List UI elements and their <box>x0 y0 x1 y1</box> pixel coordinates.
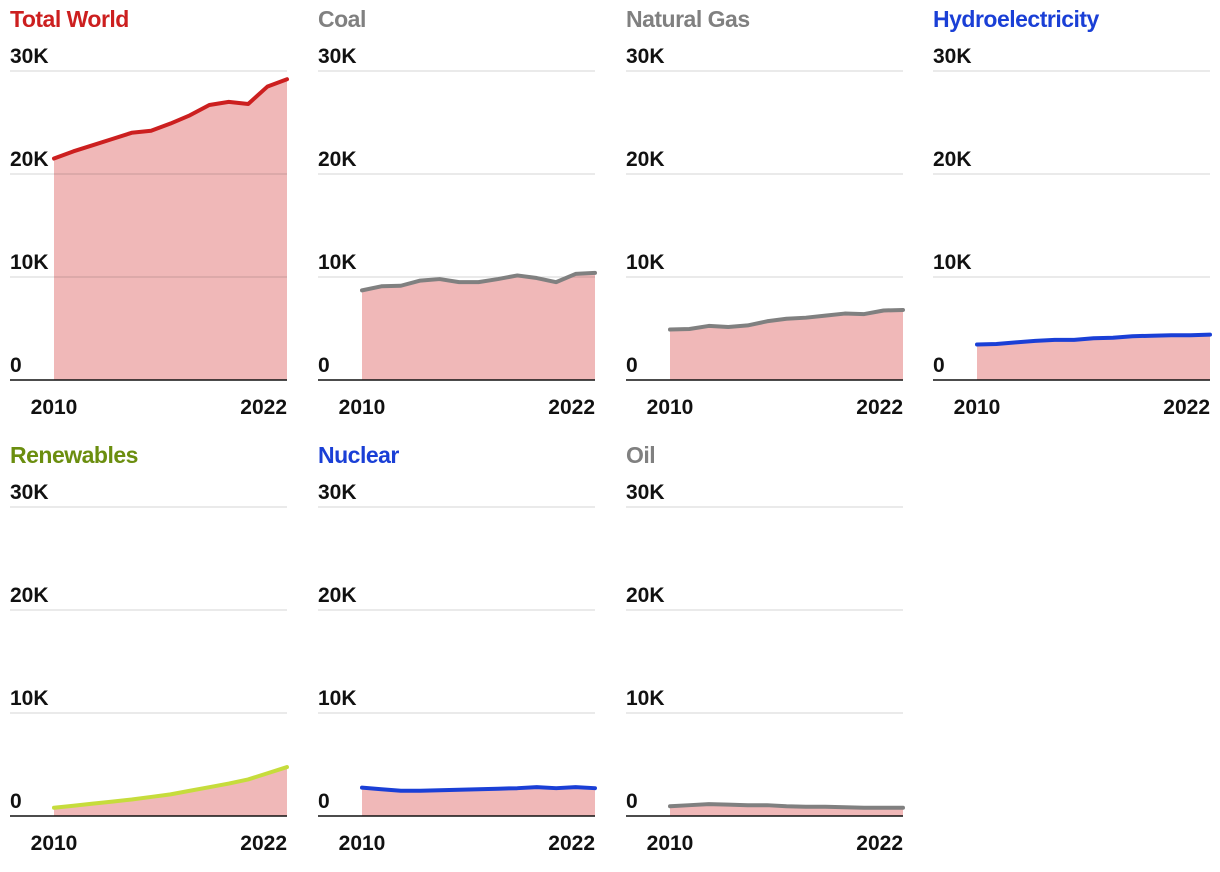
y-tick-label: 20K <box>318 584 357 607</box>
x-tick-label: 2022 <box>240 396 287 419</box>
chart-plot: 0 10K 20K 30K 2010 2022 <box>0 436 300 872</box>
y-tick-label: 30K <box>318 481 357 504</box>
x-tick-label: 2010 <box>647 832 694 855</box>
y-tick-label: 0 <box>626 790 638 813</box>
x-tick-label: 2010 <box>339 396 386 419</box>
y-tick-label: 0 <box>933 354 945 377</box>
y-tick-label: 0 <box>10 354 22 377</box>
x-tick-label: 2010 <box>339 832 386 855</box>
x-tick-label: 2022 <box>856 832 903 855</box>
y-tick-label: 10K <box>626 251 665 274</box>
x-tick-label: 2010 <box>31 396 78 419</box>
y-tick-label: 0 <box>10 790 22 813</box>
chart-plot: 0 10K 20K 30K 2010 2022 <box>308 436 608 872</box>
x-tick-label: 2022 <box>1163 396 1210 419</box>
y-tick-label: 20K <box>933 148 972 171</box>
y-tick-label: 20K <box>626 148 665 171</box>
x-tick-label: 2022 <box>548 832 595 855</box>
y-tick-label: 10K <box>10 251 49 274</box>
x-tick-label: 2022 <box>856 396 903 419</box>
chart-plot: 0 10K 20K 30K 2010 2022 <box>0 0 300 436</box>
x-tick-label: 2010 <box>31 832 78 855</box>
y-tick-label: 30K <box>10 481 49 504</box>
y-tick-label: 20K <box>626 584 665 607</box>
y-tick-label: 30K <box>318 45 357 68</box>
y-tick-label: 0 <box>318 790 330 813</box>
y-tick-label: 10K <box>10 687 49 710</box>
y-tick-label: 30K <box>626 45 665 68</box>
y-tick-label: 20K <box>318 148 357 171</box>
y-tick-label: 10K <box>626 687 665 710</box>
x-tick-label: 2022 <box>240 832 287 855</box>
y-tick-label: 0 <box>318 354 330 377</box>
y-tick-label: 10K <box>318 687 357 710</box>
area-fill <box>54 767 287 816</box>
y-tick-label: 20K <box>10 148 49 171</box>
chart-plot: 0 10K 20K 30K 2010 2022 <box>308 0 608 436</box>
chart-plot: 0 10K 20K 30K 2010 2022 <box>923 0 1220 436</box>
y-tick-label: 30K <box>626 481 665 504</box>
x-tick-label: 2022 <box>548 396 595 419</box>
chart-plot: 0 10K 20K 30K 2010 2022 <box>616 436 916 872</box>
x-tick-label: 2010 <box>647 396 694 419</box>
y-tick-label: 10K <box>318 251 357 274</box>
chart-plot: 0 10K 20K 30K 2010 2022 <box>616 0 916 436</box>
area-fill <box>362 273 595 380</box>
y-tick-label: 30K <box>933 45 972 68</box>
y-tick-label: 30K <box>10 45 49 68</box>
y-tick-label: 0 <box>626 354 638 377</box>
x-tick-label: 2010 <box>954 396 1001 419</box>
y-tick-label: 10K <box>933 251 972 274</box>
y-tick-label: 20K <box>10 584 49 607</box>
